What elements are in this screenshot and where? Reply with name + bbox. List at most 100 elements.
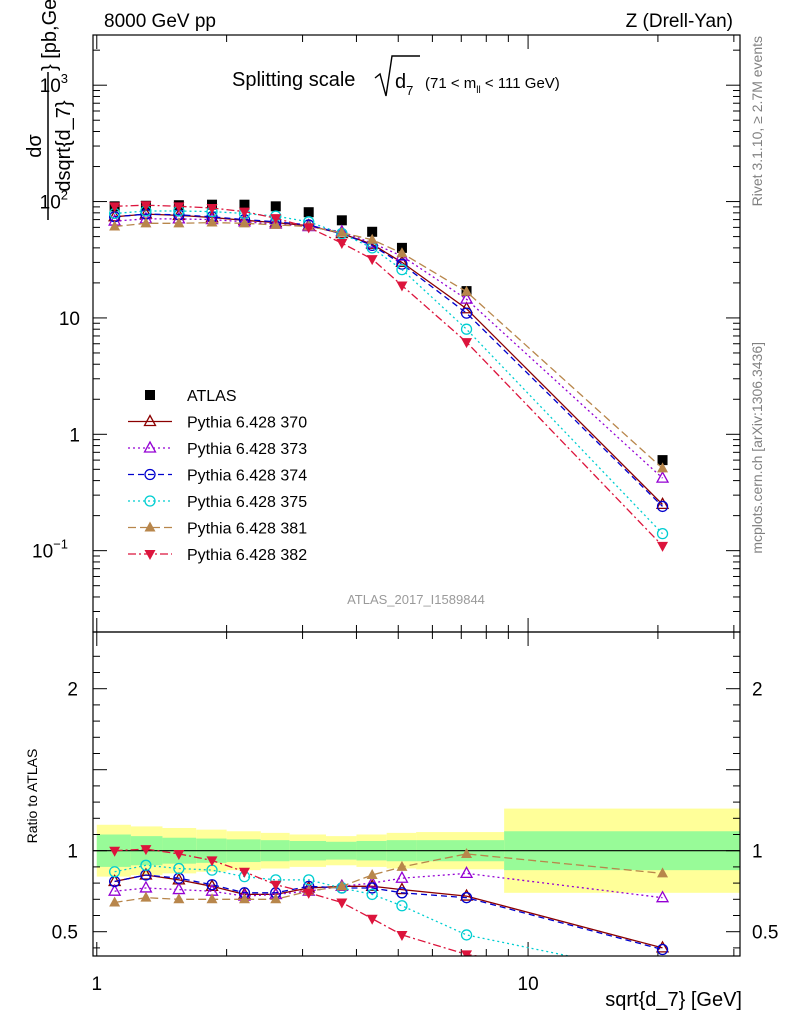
series-p370: [108, 206, 670, 510]
legend: ATLAS Pythia 6.428 370 Pythia 6.428 373 Pyt…: [128, 388, 307, 564]
y-tick-label: 1: [69, 425, 80, 446]
data-point: [655, 470, 670, 483]
data-point: [366, 233, 378, 244]
ratio-panel-frame: [92, 631, 741, 957]
y-tick-label: 103: [40, 71, 68, 97]
series-p382: [109, 845, 482, 956]
data-point: [336, 226, 348, 237]
data-point: [173, 849, 185, 860]
ratio-y-tick-label-left: 0.5: [52, 923, 78, 944]
data-point: [270, 880, 282, 891]
ratio-y-tick-label-right: 2: [752, 680, 763, 701]
y-tick-label: 10−1: [32, 537, 68, 563]
data-point: [336, 239, 348, 250]
series-line: [114, 213, 663, 505]
data-point: [365, 878, 379, 891]
data-point: [460, 323, 473, 335]
data-point: [656, 500, 669, 513]
data-point: [459, 301, 474, 314]
data-point: [303, 223, 315, 234]
legend-entry-p381: Pythia 6.428 381: [128, 521, 307, 538]
main-y-axis-label: dσ dsqrt{d_7} } [pb,GeV-1]: [24, 0, 75, 220]
data-point: [144, 495, 156, 507]
ylabel-denominator: dsqrt{d_7}: [53, 100, 75, 192]
data-point: [206, 216, 218, 227]
sqrt-symbol: [374, 55, 420, 97]
ratio-uncertainty-bands: [93, 808, 740, 893]
y-tick-label: 102: [40, 188, 68, 214]
data-point: [144, 521, 156, 532]
data-point: [366, 888, 378, 901]
data-point: [140, 217, 152, 228]
legend-entry-p374: Pythia 6.428 374: [128, 468, 307, 485]
data-point: [144, 468, 156, 481]
series-line: [114, 204, 663, 547]
data-point: [145, 390, 155, 400]
data-point: [238, 867, 250, 878]
data-point: [396, 281, 408, 292]
y-tick-label: 10: [59, 309, 80, 330]
data-point: [303, 207, 314, 218]
mcplots-label: mcplots.cern.ch [arXiv:1306.3436]: [749, 342, 765, 554]
series-p381: [109, 847, 669, 907]
data-point: [459, 291, 474, 304]
data-point: [238, 207, 250, 218]
data-point: [336, 215, 347, 226]
data-point: [395, 870, 409, 883]
ratio-series-layer: [108, 845, 670, 956]
data-point: [140, 859, 152, 871]
data-point: [657, 867, 669, 878]
data-point: [656, 528, 669, 540]
data-point: [108, 866, 121, 878]
x-axis-label: sqrt{d_7} [GeV]: [605, 989, 742, 1011]
data-point: [657, 541, 669, 552]
ylabel-unit: } [pb,GeV-1]: [36, 0, 61, 71]
data-point: [303, 888, 315, 899]
data-point: [108, 883, 122, 896]
series-line: [114, 213, 663, 507]
legend-label: Pythia 6.428 381: [187, 521, 307, 538]
x-tick-label: 1: [91, 974, 102, 995]
ratio-y-tick-label-right: 1: [752, 842, 763, 863]
ratio-y-tick-label-left: 1: [67, 842, 78, 863]
x-tick-label: 10: [518, 974, 539, 995]
data-point: [459, 866, 474, 879]
data-point: [336, 880, 348, 891]
legend-label: Pythia 6.428 374: [187, 468, 307, 485]
main-axis-ticks: 10−1 1 10 102 103: [32, 35, 740, 633]
data-point: [460, 929, 473, 941]
legend-label: ATLAS: [187, 388, 237, 405]
data-point: [238, 217, 250, 228]
data-point: [238, 893, 250, 904]
series-line: [114, 221, 663, 469]
data-point: [366, 914, 378, 925]
data-point: [655, 940, 670, 953]
series-line: [114, 848, 482, 956]
data-point: [396, 887, 408, 899]
data-point: [206, 879, 218, 891]
data-point: [143, 414, 157, 427]
series-line: [114, 210, 663, 535]
legend-entry-p375: Pythia 6.428 375: [128, 494, 307, 511]
legend-label: Pythia 6.428 375: [187, 494, 307, 511]
header-left-label: 8000 GeV pp: [104, 11, 216, 32]
data-point: [206, 856, 218, 867]
rivet-version-label: Rivet 3.1.10, ≥ 2.7M events: [749, 36, 765, 206]
legend-entry-p370: Pythia 6.428 370: [128, 414, 307, 432]
data-point: [109, 202, 121, 213]
ratio-y-axis-label: Ratio to ATLAS: [24, 749, 40, 844]
data-point: [460, 307, 473, 319]
data-point: [396, 930, 408, 941]
data-point: [396, 900, 408, 912]
data-point: [140, 201, 152, 212]
ratio-y-tick-label-left: 2: [67, 680, 78, 701]
data-point: [366, 882, 378, 894]
legend-label: Pythia 6.428 370: [187, 415, 307, 432]
data-point: [461, 285, 473, 296]
data-point: [270, 893, 282, 904]
data-point: [173, 893, 185, 904]
data-point: [656, 943, 669, 956]
ylabel-numerator: dσ: [24, 134, 46, 158]
series-line: [114, 853, 663, 904]
